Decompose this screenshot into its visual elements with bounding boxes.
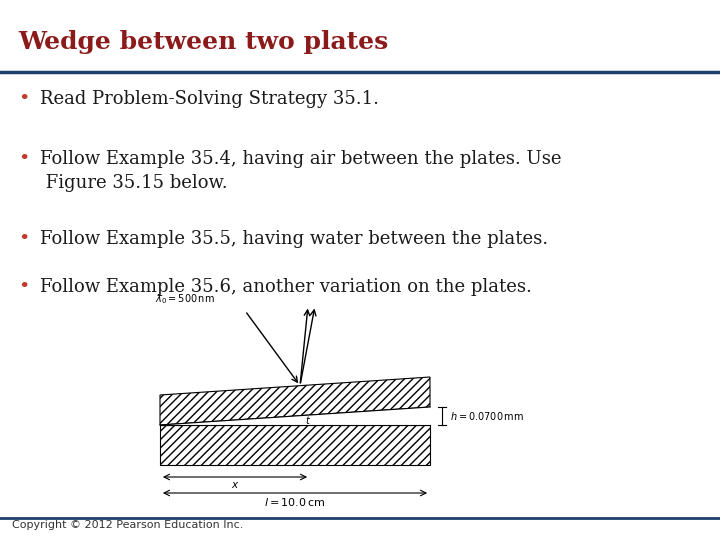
Text: •: • — [18, 230, 30, 248]
Text: Wedge between two plates: Wedge between two plates — [18, 30, 388, 54]
Polygon shape — [160, 407, 430, 425]
Polygon shape — [160, 425, 430, 465]
Text: $h = 0.0700\,\mathrm{mm}$: $h = 0.0700\,\mathrm{mm}$ — [450, 410, 524, 422]
Polygon shape — [160, 377, 430, 425]
Text: •: • — [18, 90, 30, 108]
Text: $t$: $t$ — [305, 414, 311, 427]
Text: $x$: $x$ — [230, 480, 239, 490]
Text: Read Problem-Solving Strategy 35.1.: Read Problem-Solving Strategy 35.1. — [40, 90, 379, 108]
Text: •: • — [18, 150, 30, 168]
Text: $\lambda_0 = 500\,\mathrm{nm}$: $\lambda_0 = 500\,\mathrm{nm}$ — [155, 292, 215, 306]
Text: •: • — [18, 278, 30, 296]
Text: Follow Example 35.4, having air between the plates. Use
 Figure 35.15 below.: Follow Example 35.4, having air between … — [40, 150, 562, 192]
Text: Follow Example 35.6, another variation on the plates.: Follow Example 35.6, another variation o… — [40, 278, 532, 296]
Text: Copyright © 2012 Pearson Education Inc.: Copyright © 2012 Pearson Education Inc. — [12, 520, 243, 530]
Text: Follow Example 35.5, having water between the plates.: Follow Example 35.5, having water betwee… — [40, 230, 548, 248]
Text: $l = 10.0\,\mathrm{cm}$: $l = 10.0\,\mathrm{cm}$ — [264, 496, 325, 508]
